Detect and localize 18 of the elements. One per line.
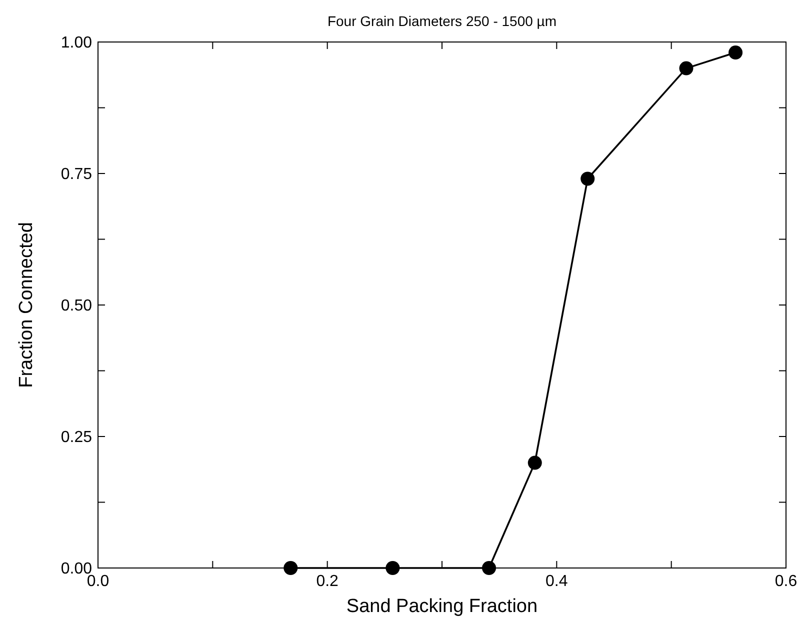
y-tick-label: 0.50 xyxy=(60,298,92,315)
y-axis-title: Fraction Connected xyxy=(16,222,37,388)
point xyxy=(728,46,743,60)
x-tick-label: 0.0 xyxy=(86,573,110,590)
point xyxy=(580,172,595,186)
point xyxy=(386,561,400,575)
chart-title: Four Grain Diameters 250 - 1500 µm xyxy=(327,13,557,29)
x-axis-title: Sand Packing Fraction xyxy=(346,596,538,617)
point xyxy=(528,456,542,470)
y-tick-label: 0.75 xyxy=(60,166,92,184)
x-tick-label: 0.4 xyxy=(546,573,568,590)
y-tick-label: 1.00 xyxy=(60,34,92,52)
x-tick-label: 0.2 xyxy=(316,573,339,590)
y-tick-label: 0.25 xyxy=(60,429,92,446)
x-tick-label: 0.6 xyxy=(774,573,798,590)
point xyxy=(482,561,496,575)
point xyxy=(679,61,694,76)
point xyxy=(284,561,298,575)
